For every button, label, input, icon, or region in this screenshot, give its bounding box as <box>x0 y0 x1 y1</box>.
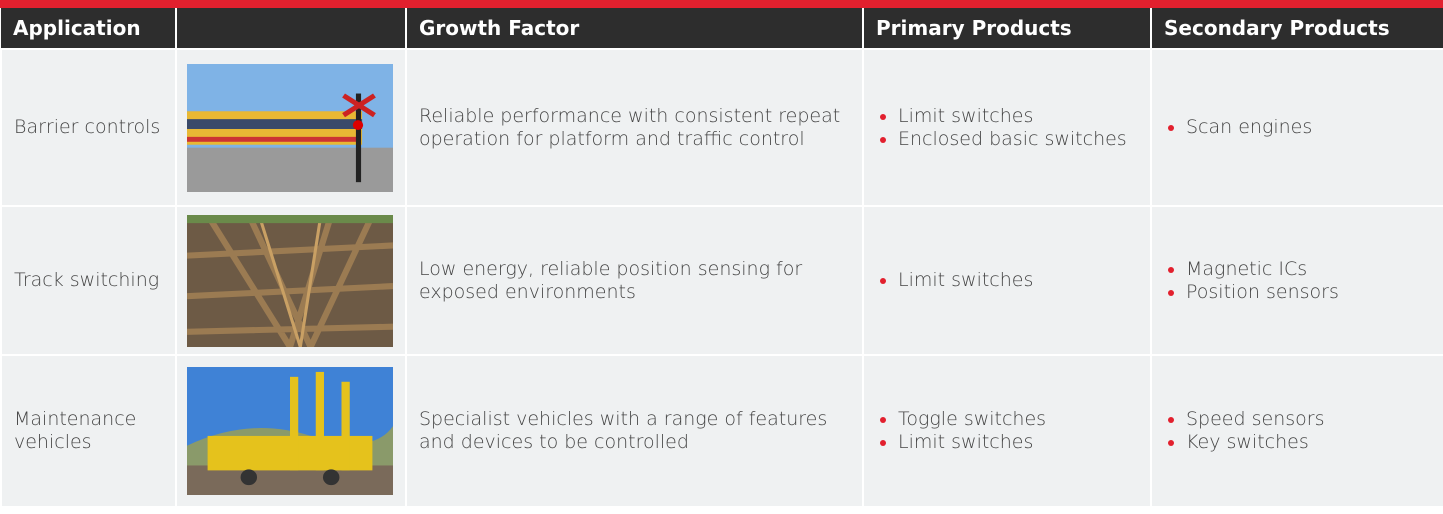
header-cell: Growth Factor <box>406 8 864 49</box>
header-cell: Primary Products <box>863 8 1152 49</box>
primary-products-cell: Limit switches <box>862 205 1152 356</box>
growth-factor-cell: Specialist vehicles with a range of feat… <box>405 354 864 508</box>
top-bar <box>0 0 1443 8</box>
growth-factor-cell: Low energy, reliable position sensing fo… <box>405 205 864 356</box>
row-image <box>187 63 393 192</box>
product-item: Limit switches <box>898 431 1138 454</box>
product-list: Magnetic ICsPosition sensors <box>1164 258 1431 304</box>
table-body: Barrier controls Reliable performance wit… <box>0 48 1443 508</box>
product-item: Speed sensors <box>1186 408 1431 431</box>
application-cell: Barrier controls <box>0 48 177 207</box>
product-list: Scan engines <box>1164 116 1431 139</box>
image-cell <box>175 48 407 207</box>
product-item: Limit switches <box>898 269 1138 292</box>
primary-products-cell: Toggle switchesLimit switches <box>862 354 1152 508</box>
product-list: Limit switches <box>876 269 1138 292</box>
image-cell <box>175 354 407 508</box>
product-item: Toggle switches <box>898 408 1138 431</box>
secondary-products-cell: Scan engines <box>1150 48 1443 207</box>
product-item: Scan engines <box>1186 116 1431 139</box>
product-item: Magnetic ICs <box>1186 258 1431 281</box>
secondary-products-cell: Speed sensorsKey switches <box>1150 354 1443 508</box>
product-item: Key switches <box>1186 431 1431 454</box>
growth-factor-cell: Reliable performance with consistent rep… <box>405 48 864 207</box>
header-row: Application Growth Factor Primary Produc… <box>1 8 1443 49</box>
product-list: Toggle switchesLimit switches <box>876 408 1138 454</box>
header-cell <box>176 8 407 49</box>
product-item: Position sensors <box>1186 281 1431 304</box>
table-row: Barrier controls Reliable performance wit… <box>0 48 1443 207</box>
row-image <box>187 367 393 495</box>
image-cell <box>175 205 407 356</box>
row-image <box>187 214 393 347</box>
product-item: Enclosed basic switches <box>898 128 1138 151</box>
table-row: Track switching Low energy, reliable posi… <box>0 205 1443 356</box>
application-cell: Maintenance vehicles <box>0 354 177 508</box>
application-cell: Track switching <box>0 205 177 356</box>
secondary-products-cell: Magnetic ICsPosition sensors <box>1150 205 1443 356</box>
header-cell: Secondary Products <box>1151 8 1443 49</box>
product-item: Limit switches <box>898 105 1138 128</box>
primary-products-cell: Limit switchesEnclosed basic switches <box>862 48 1152 207</box>
product-table: Application Growth Factor Primary Produc… <box>0 8 1443 508</box>
product-list: Limit switchesEnclosed basic switches <box>876 105 1138 151</box>
product-list: Speed sensorsKey switches <box>1164 408 1431 454</box>
header-cell: Application <box>1 8 177 49</box>
table-row: Maintenance vehicles Specialist vehicles … <box>0 354 1443 508</box>
